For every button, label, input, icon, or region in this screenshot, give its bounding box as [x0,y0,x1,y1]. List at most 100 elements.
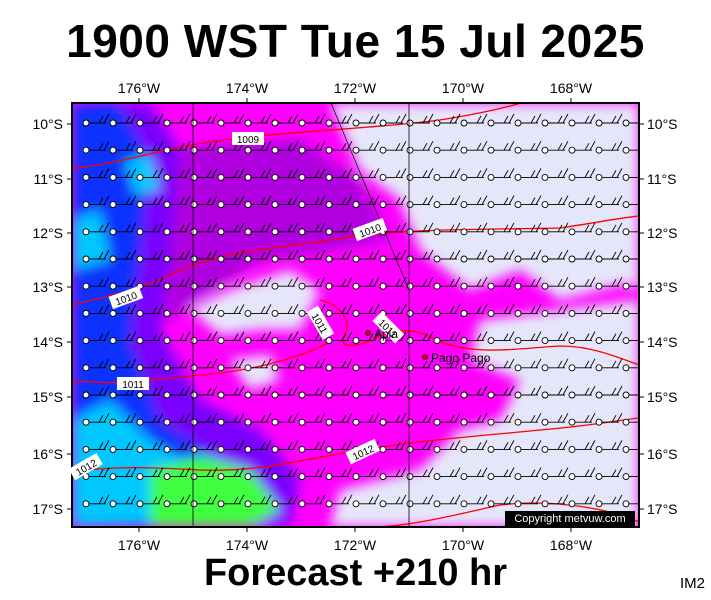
station-circle [541,418,549,426]
station-circle [568,228,576,236]
station-circle [568,391,576,399]
station-circle [82,228,90,236]
station-circle [352,418,360,426]
station-circle [514,255,522,263]
station-circle [595,282,603,290]
station-circle [433,282,441,290]
station-circle [514,364,522,372]
station-circle [460,173,468,181]
station-circle [352,337,360,345]
station-circle [460,364,468,372]
station-circle [541,500,549,508]
station-circle [487,391,495,399]
station-circle [109,418,117,426]
station-circle [163,228,171,236]
station-circle [541,255,549,263]
station-circle [271,119,279,127]
station-circle [487,282,495,290]
isobar-1010-a [72,215,639,306]
station-circle [298,445,306,453]
lon-label: 174°W [226,537,269,553]
station-circle [568,119,576,127]
image-code: IM2 [679,575,705,592]
station-circle [298,364,306,372]
station-circle [352,309,360,317]
lat-label: 12°S [647,225,678,241]
station-circle [622,364,630,372]
station-circle [109,119,117,127]
station-circle [514,500,522,508]
station-circle [460,228,468,236]
station-circle [190,445,198,453]
station-circle [460,473,468,481]
station-circle [244,391,252,399]
station-circle [190,201,198,209]
station-circle [433,201,441,209]
station-circle [514,119,522,127]
station-circle [379,337,387,345]
station-circle [163,500,171,508]
isobar-1010-b [319,299,639,366]
station-circle [217,201,225,209]
station-circle [109,173,117,181]
station-circle [352,391,360,399]
station-circle [325,119,333,127]
copyright-box [505,511,635,526]
station-circle [325,473,333,481]
station-circle [460,309,468,317]
graticule [192,103,410,527]
station-circle [622,119,630,127]
station-circle [406,282,414,290]
station-circle [406,173,414,181]
station-circle [298,255,306,263]
place-marker-pago-pago [422,354,428,360]
station-circle [271,173,279,181]
lon-label: 170°W [442,80,485,96]
station-circle [82,500,90,508]
station-circle [325,364,333,372]
station-circle [109,255,117,263]
station-circle [190,364,198,372]
station-circle [244,473,252,481]
station-circle [487,228,495,236]
station-circle [136,173,144,181]
station-circle [82,445,90,453]
station-circle [622,309,630,317]
station-circle [406,500,414,508]
station-circle [406,364,414,372]
lat-label: 15°S [647,389,678,405]
station-circle [487,146,495,154]
station-circle [163,418,171,426]
station-circle [352,173,360,181]
station-circle [595,309,603,317]
station-circle [82,418,90,426]
station-circle [433,146,441,154]
station-circle [541,337,549,345]
lat-label: 15°S [32,389,63,405]
station-circle [217,282,225,290]
station-circle [217,500,225,508]
station-circle [433,364,441,372]
station-circle [595,337,603,345]
lon-labels-top: 176°W 174°W 172°W 170°W 168°W [118,80,593,96]
station-circle [460,255,468,263]
station-circle [271,391,279,399]
station-circle [460,119,468,127]
lat-label: 17°S [647,501,678,517]
station-circle [622,445,630,453]
station-circle [82,201,90,209]
station-circle [271,309,279,317]
station-circle [514,445,522,453]
station-circle [163,146,171,154]
station-circle [595,391,603,399]
station-circle [352,500,360,508]
station-circle [217,119,225,127]
station-circle [298,146,306,154]
station-circle [622,418,630,426]
isobar-1009 [72,103,524,169]
station-circle [136,473,144,481]
station-circle [163,173,171,181]
station-circle [136,146,144,154]
station-circle [541,228,549,236]
